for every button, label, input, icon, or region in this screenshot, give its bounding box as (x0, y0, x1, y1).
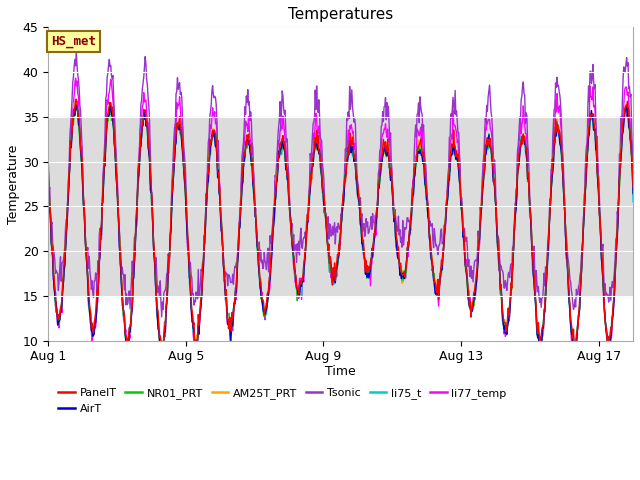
Text: HS_met: HS_met (51, 35, 96, 48)
Y-axis label: Temperature: Temperature (7, 144, 20, 224)
Bar (48, 117, 633, 296)
Legend: PanelT, AirT, NR01_PRT, AM25T_PRT, Tsonic, li75_t, li77_temp: PanelT, AirT, NR01_PRT, AM25T_PRT, Tsoni… (54, 384, 511, 418)
Title: Temperatures: Temperatures (288, 7, 394, 22)
X-axis label: Time: Time (325, 365, 356, 378)
